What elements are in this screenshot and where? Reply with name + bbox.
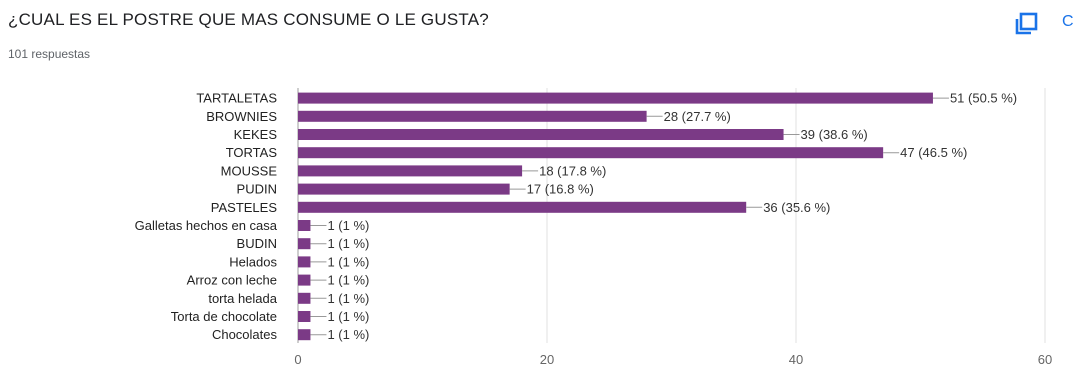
x-tick-label: 40 [789, 352, 803, 367]
bar [298, 183, 510, 195]
data-label: 1 (1 %) [327, 327, 369, 342]
bar [298, 311, 311, 322]
data-label: 1 (1 %) [327, 218, 369, 233]
bar [298, 238, 311, 250]
x-tick-label: 20 [540, 352, 554, 367]
bar [298, 110, 647, 122]
category-label: MOUSSE [221, 163, 278, 178]
x-tick-label: 60 [1038, 352, 1052, 367]
data-label: 39 (38.6 %) [801, 127, 868, 142]
category-label: TARTALETAS [196, 91, 277, 106]
bar [298, 92, 933, 104]
category-label: torta helada [208, 291, 277, 306]
data-label: 1 (1 %) [327, 236, 369, 251]
category-label: Chocolates [212, 327, 278, 342]
response-count: 101 respuestas [8, 47, 91, 61]
data-label: 17 (16.8 %) [527, 182, 594, 197]
chart-title: ¿CUAL ES EL POSTRE QUE MAS CONSUME O LE … [8, 10, 489, 29]
data-label: 51 (50.5 %) [950, 91, 1017, 106]
category-label: Helados [229, 254, 277, 269]
bar [298, 220, 311, 231]
category-label: BROWNIES [206, 109, 277, 124]
data-label: 1 (1 %) [327, 273, 369, 288]
data-label: 1 (1 %) [327, 254, 369, 269]
bar [298, 129, 784, 140]
category-label: KEKES [234, 127, 278, 142]
category-label: Torta de chocolate [171, 309, 277, 324]
data-label: 1 (1 %) [327, 309, 369, 324]
bar [298, 329, 311, 341]
data-label: 1 (1 %) [327, 291, 369, 306]
data-label: 36 (35.6 %) [763, 200, 830, 215]
bar [298, 292, 311, 304]
bar [298, 147, 884, 159]
bar [298, 274, 311, 286]
category-label: Arroz con leche [187, 273, 277, 288]
category-label: PUDIN [237, 182, 277, 197]
copy-extra-glyph: C [1062, 13, 1074, 30]
data-label: 18 (17.8 %) [539, 163, 606, 178]
bar [298, 165, 523, 177]
category-label: PASTELES [211, 200, 278, 215]
category-label: TORTAS [226, 145, 278, 160]
bar [298, 256, 311, 268]
copy-icon [1015, 12, 1038, 35]
category-label: BUDIN [237, 236, 277, 251]
data-label: 47 (46.5 %) [900, 145, 967, 160]
copy-chart-button[interactable] [1012, 10, 1040, 38]
bar [298, 201, 747, 213]
x-tick-label: 0 [294, 352, 301, 367]
category-label: Galletas hechos en casa [135, 218, 278, 233]
data-label: 28 (27.7 %) [664, 109, 731, 124]
